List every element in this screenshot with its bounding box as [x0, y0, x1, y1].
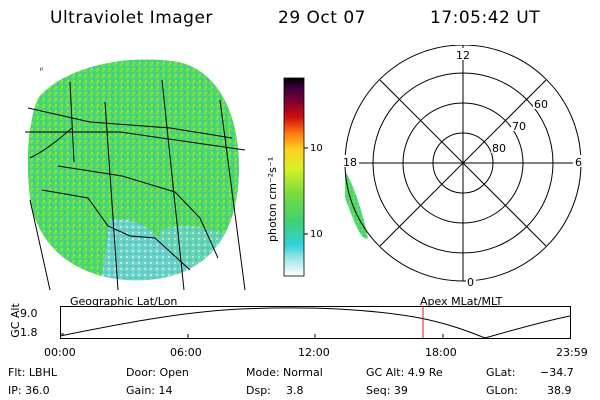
mlt-label-6: 6	[575, 156, 582, 169]
lat-label-70: 70	[512, 120, 526, 133]
mlt-label-0: 0	[467, 276, 474, 289]
status-ip: IP: 36.0	[8, 384, 50, 397]
mlt-label-18: 18	[343, 156, 357, 169]
colorbar-unit-label: photon cm⁻²s⁻¹	[266, 157, 279, 242]
colorbar-tick-100: 100	[310, 143, 322, 154]
app-title: Ultraviolet Imager	[50, 8, 213, 28]
polar-plot: 12 18 6 0 60 70 80	[341, 45, 585, 289]
status-dsp-value: 3.8	[286, 384, 304, 397]
status-gain: Gain: 14	[126, 384, 173, 397]
timeline-xtick-3: 18:00	[425, 346, 457, 359]
status-glon-value: 38.9	[547, 384, 572, 397]
lat-label-60: 60	[534, 98, 548, 111]
date-label: 29 Oct 07	[278, 8, 366, 28]
timeline-ytick-low: 1.8	[20, 326, 38, 339]
colorbar-tick-10: 10	[310, 229, 322, 240]
status-filter: Flt: LBHL	[8, 366, 57, 379]
status-door: Door: Open	[126, 366, 189, 379]
status-seq: Seq: 39	[366, 384, 408, 397]
status-glon-label: GLon:	[486, 384, 518, 397]
status-glat-value: −34.7	[540, 366, 574, 379]
status-mode-value: Normal	[283, 366, 323, 379]
colorbar: 100 10 photon cm⁻²s⁻¹	[266, 77, 322, 277]
status-mode-label: Mode:	[246, 366, 280, 379]
timeline-xtick-1: 06:00	[170, 346, 202, 359]
geographic-panel-title: Geographic Lat/Lon	[70, 295, 178, 308]
timeline-xtick-0: 00:00	[44, 346, 76, 359]
status-gc-alt: GC Alt: 4.9 Re	[366, 366, 443, 379]
status-glat-label: GLat:	[486, 366, 516, 379]
status-dsp-label: Dsp:	[246, 384, 271, 397]
timeline-xtick-4: 23:59	[556, 346, 588, 359]
apex-panel-title: Apex MLat/MLT	[420, 295, 503, 308]
time-label: 17:05:42 UT	[430, 8, 541, 28]
timeline-xtick-2: 12:00	[298, 346, 330, 359]
mlt-label-12: 12	[456, 49, 470, 62]
timeline-plot	[60, 306, 571, 339]
lat-label-80: 80	[492, 142, 506, 155]
timeline-ytick-high: 9.0	[20, 307, 38, 320]
svg-text:ₚ: ₚ	[40, 63, 43, 72]
geographic-image: ₚ	[25, 59, 246, 290]
